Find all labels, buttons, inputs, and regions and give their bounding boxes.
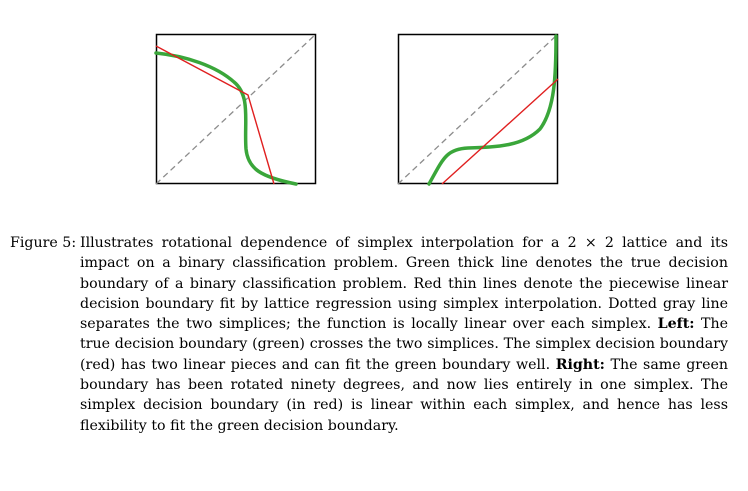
right-panel-frame xyxy=(397,33,559,185)
left-panel-figure xyxy=(154,33,317,186)
right-fitted-boundary xyxy=(441,78,559,185)
right-panel-figure xyxy=(397,33,559,186)
caption-part3: The same green boundary has been rotated… xyxy=(80,356,728,434)
right-true-boundary xyxy=(427,34,558,186)
left-panel-svg xyxy=(154,33,317,186)
left-label: Left: xyxy=(657,316,695,333)
caption-part1: Illustrates rotational dependence of sim… xyxy=(80,235,728,333)
left-fitted-boundary xyxy=(155,45,275,185)
figure-caption: Figure 5: Illustrates rotational depende… xyxy=(10,233,728,436)
figure-label: Figure 5: xyxy=(10,235,77,251)
left-simplex-divider xyxy=(155,33,317,185)
right-simplex-divider xyxy=(397,33,559,185)
caption-body: Illustrates rotational dependence of sim… xyxy=(80,233,728,436)
left-panel-frame xyxy=(155,33,317,185)
right-label: Right: xyxy=(555,356,605,373)
caption-part2: The true decision boundary (green) cross… xyxy=(80,316,728,373)
left-true-boundary xyxy=(154,51,298,186)
right-panel-svg xyxy=(397,33,559,186)
